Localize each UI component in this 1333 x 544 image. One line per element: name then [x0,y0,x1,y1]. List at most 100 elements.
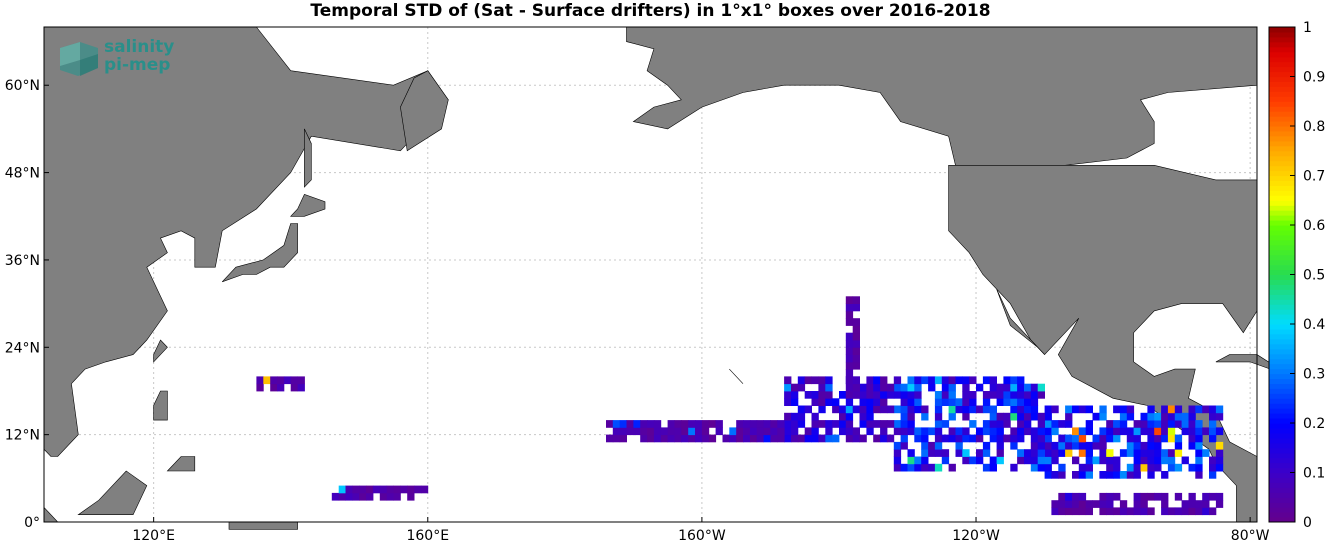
std-cell [825,398,833,406]
std-cell [845,347,854,355]
colorbar-segment [1269,264,1295,271]
std-cell [976,427,984,436]
std-cell [695,427,703,436]
std-cell [1017,398,1025,406]
std-cell [996,456,1004,465]
std-cell [962,456,970,465]
std-cell [989,412,997,421]
std-cell [386,492,394,501]
std-cell [1058,434,1066,443]
std-cell [660,434,669,443]
colorbar-segment [1269,324,1295,330]
std-cell [1017,412,1025,421]
std-cell [1161,434,1169,443]
colorbar-segment [1269,210,1295,216]
std-cell [948,376,956,385]
std-cell [1072,456,1080,465]
std-cell [1215,500,1224,508]
std-cell [653,434,662,443]
std-cell [701,434,710,443]
std-cell [852,296,860,304]
std-cell [818,434,826,443]
std-cell [372,485,381,494]
std-cell [914,405,922,414]
land-japan-hokkaido [290,194,326,217]
colorbar-segment [1269,259,1295,266]
std-cell [1126,441,1135,450]
std-cell [955,405,963,414]
std-cell [1133,507,1141,516]
std-cell [825,434,833,443]
std-cell [941,449,950,457]
colorbar-segment [1269,423,1295,429]
std-cell [784,420,792,428]
colorbar-segment [1269,477,1295,483]
colorbar-segment [1269,116,1295,122]
std-cell [1147,463,1155,472]
std-cell [612,434,621,443]
std-cell [1195,420,1203,428]
std-cell [1085,420,1093,428]
std-cell [873,376,881,385]
std-cell [1010,434,1018,443]
std-cell [928,376,936,385]
std-cell [955,449,963,457]
std-cell [297,376,305,385]
std-cell [797,405,806,414]
std-cell [1099,456,1107,465]
std-cell [763,420,771,428]
std-cell [839,427,847,436]
std-cell [1003,383,1011,392]
std-cell [893,463,902,472]
std-cell [1017,420,1025,428]
std-cell [989,463,997,472]
std-cell [1065,492,1073,501]
colorbar-segment [1269,472,1295,478]
std-cell [797,420,806,428]
std-cell [612,427,621,436]
std-cell [1209,405,1217,414]
std-cell [359,492,367,501]
std-cell [1051,507,1059,516]
colorbar-segment [1269,294,1295,300]
std-cell [859,434,867,443]
std-cell [1147,441,1155,450]
land-sakhalin [304,128,312,188]
std-cell [1161,449,1169,457]
std-cell [647,427,655,436]
std-cell [948,405,956,414]
std-cell [873,420,881,428]
std-cell [1092,456,1100,465]
std-cell [1154,492,1162,501]
std-cell [1003,412,1011,421]
std-cell [1024,398,1032,406]
std-cell [1215,463,1224,472]
std-cell [1010,412,1018,421]
std-cell [756,434,764,443]
colorbar-segment [1269,269,1295,275]
std-cell [791,434,799,443]
std-cell [1174,492,1183,501]
std-cell [784,427,792,436]
std-cell [852,340,860,348]
colorbar-segment [1269,121,1295,127]
std-cell [900,441,908,450]
std-cell [770,420,778,428]
std-cell [804,391,812,399]
std-cell [1119,471,1128,479]
std-cell [749,427,758,436]
std-cell [1099,434,1107,443]
std-cell [1003,391,1011,399]
std-cell [948,398,956,406]
std-cell [1030,449,1039,457]
std-cell [1072,441,1080,450]
std-cell [948,412,956,421]
std-cell [743,427,751,436]
std-cell [1202,405,1210,414]
std-cell [1167,427,1176,436]
std-cell [818,383,826,392]
std-cell [1051,427,1059,436]
std-cell [1085,500,1093,508]
std-cell [982,405,991,414]
colorbar-segment [1269,130,1295,137]
